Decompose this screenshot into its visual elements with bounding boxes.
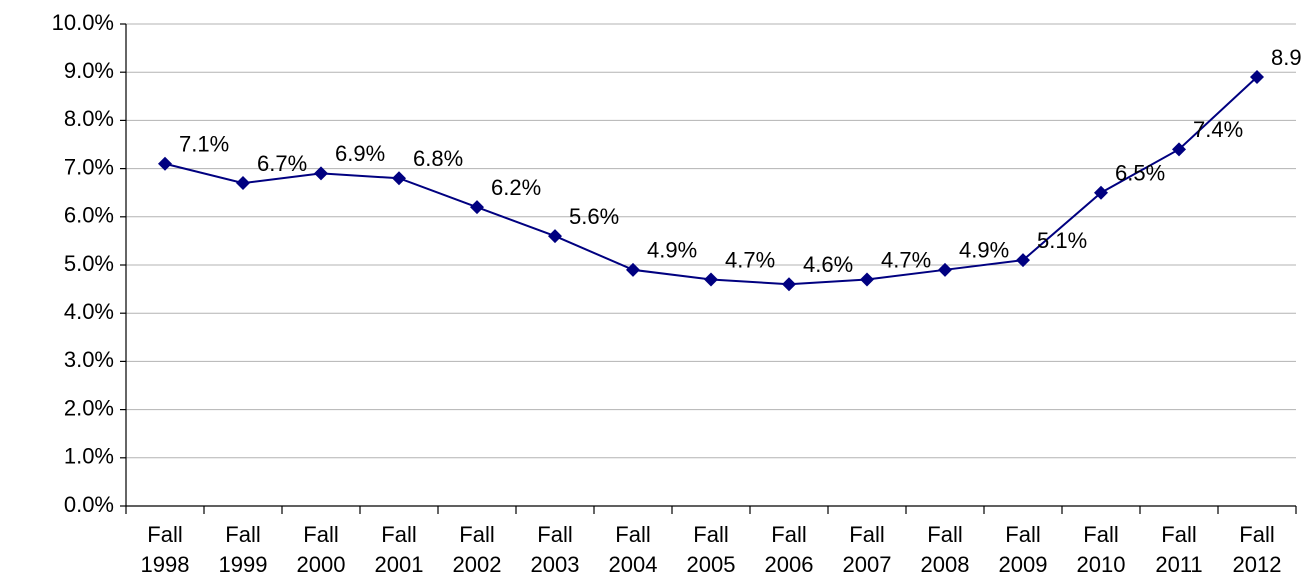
data-point bbox=[1250, 70, 1264, 85]
y-tick-label: 1.0% bbox=[64, 444, 114, 469]
x-tick-label: Fall 2000 bbox=[297, 522, 346, 577]
y-tick-label: 6.0% bbox=[64, 203, 114, 228]
y-tick-label: 5.0% bbox=[64, 251, 114, 276]
data-point bbox=[470, 200, 484, 215]
x-tick-label: Fall 1999 bbox=[219, 522, 268, 577]
y-tick-label: 10.0% bbox=[52, 10, 114, 35]
y-tick-label: 3.0% bbox=[64, 347, 114, 372]
data-point bbox=[392, 171, 406, 186]
data-point bbox=[1016, 253, 1030, 268]
data-point bbox=[314, 166, 328, 181]
data-label: 6.8% bbox=[413, 146, 463, 171]
x-tick-label: Fall 2008 bbox=[921, 522, 970, 577]
data-point bbox=[548, 229, 562, 244]
data-point bbox=[860, 272, 874, 287]
data-label: 6.2% bbox=[491, 175, 541, 200]
data-label: 4.6% bbox=[803, 252, 853, 277]
x-tick-label: Fall 2005 bbox=[687, 522, 736, 577]
y-tick-label: 8.0% bbox=[64, 106, 114, 131]
data-label: 8.9% bbox=[1271, 45, 1302, 70]
y-tick-label: 0.0% bbox=[64, 492, 114, 517]
data-label: 6.9% bbox=[335, 141, 385, 166]
x-tick-label: Fall 2009 bbox=[999, 522, 1048, 577]
x-tick-label: Fall 2011 bbox=[1155, 522, 1202, 577]
x-tick-label: Fall 2012 bbox=[1233, 522, 1282, 577]
x-tick-label: Fall 2003 bbox=[531, 522, 580, 577]
data-point bbox=[236, 176, 250, 191]
x-tick-label: Fall 2002 bbox=[453, 522, 502, 577]
series-line bbox=[164, 76, 1258, 286]
data-point bbox=[1172, 142, 1186, 157]
x-tick-label: Fall 2006 bbox=[765, 522, 814, 577]
x-tick-label: Fall 2004 bbox=[609, 522, 658, 577]
x-tick-label: Fall 2007 bbox=[843, 522, 892, 577]
x-tick-label: Fall 2010 bbox=[1077, 522, 1126, 577]
y-tick-label: 2.0% bbox=[64, 395, 114, 420]
data-label: 4.9% bbox=[959, 238, 1009, 263]
data-label: 6.5% bbox=[1115, 161, 1165, 186]
data-label: 4.9% bbox=[647, 238, 697, 263]
data-label: 7.4% bbox=[1193, 117, 1243, 142]
data-point bbox=[704, 272, 718, 287]
data-label: 6.7% bbox=[257, 151, 307, 176]
data-label: 4.7% bbox=[881, 247, 931, 272]
y-tick-label: 4.0% bbox=[64, 299, 114, 324]
data-point bbox=[1094, 185, 1108, 200]
data-label: 5.6% bbox=[569, 204, 619, 229]
data-point bbox=[626, 262, 640, 277]
data-label: 7.1% bbox=[179, 132, 229, 157]
data-point bbox=[782, 277, 796, 292]
x-tick-label: Fall 2001 bbox=[375, 522, 424, 577]
data-point bbox=[938, 262, 952, 277]
x-tick-label: Fall 1998 bbox=[141, 522, 190, 577]
data-label: 5.1% bbox=[1037, 228, 1087, 253]
y-tick-label: 9.0% bbox=[64, 58, 114, 83]
data-label: 4.7% bbox=[725, 247, 775, 272]
y-tick-label: 7.0% bbox=[64, 154, 114, 179]
data-point bbox=[158, 156, 172, 171]
